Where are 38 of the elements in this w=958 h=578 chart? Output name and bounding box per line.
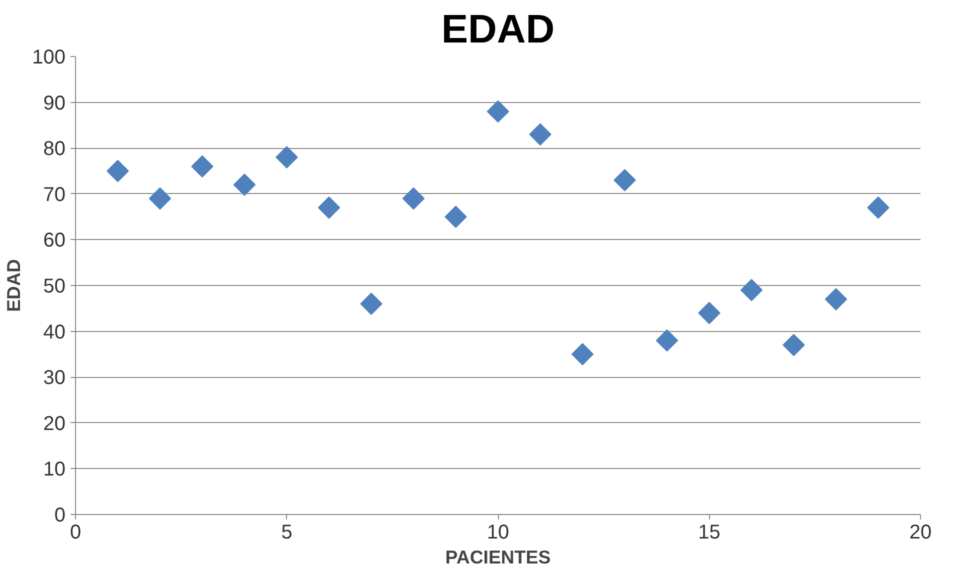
y-tick-label: 60 — [43, 230, 66, 252]
point — [444, 206, 467, 228]
y-tick-label: 90 — [43, 92, 66, 114]
y-tick-label: 30 — [43, 367, 66, 390]
y-tick-label: 80 — [43, 138, 66, 160]
point — [318, 196, 340, 219]
y-tick-label: 0 — [54, 504, 66, 526]
point — [571, 343, 594, 366]
chart-title: EDAD — [441, 8, 555, 52]
point — [824, 288, 848, 310]
y-tick-label: 100 — [32, 46, 66, 68]
point — [614, 169, 636, 192]
point — [191, 155, 214, 178]
x-tick-label: 20 — [909, 522, 932, 544]
point — [782, 334, 805, 356]
y-tick-label: 70 — [43, 184, 66, 206]
point — [360, 292, 382, 315]
point — [529, 123, 552, 146]
y-axis-title: EDAD — [3, 259, 24, 312]
point — [740, 278, 763, 302]
point — [486, 100, 510, 123]
point — [106, 160, 129, 182]
point — [698, 302, 720, 324]
x-tick-label: 5 — [281, 522, 292, 544]
point — [867, 196, 890, 219]
x-tick-label: 0 — [70, 522, 82, 544]
point — [233, 174, 256, 196]
x-tick-label: 10 — [486, 522, 510, 544]
point — [276, 146, 298, 168]
x-tick-label: 15 — [698, 522, 720, 544]
y-tick-label: 10 — [43, 458, 66, 481]
x-axis-title: PACIENTES — [445, 546, 551, 568]
y-tick-label: 50 — [43, 276, 66, 298]
point — [402, 187, 425, 210]
point — [656, 329, 678, 352]
point — [148, 187, 172, 210]
y-tick-label: 20 — [43, 412, 66, 435]
y-tick-label: 40 — [43, 321, 66, 344]
